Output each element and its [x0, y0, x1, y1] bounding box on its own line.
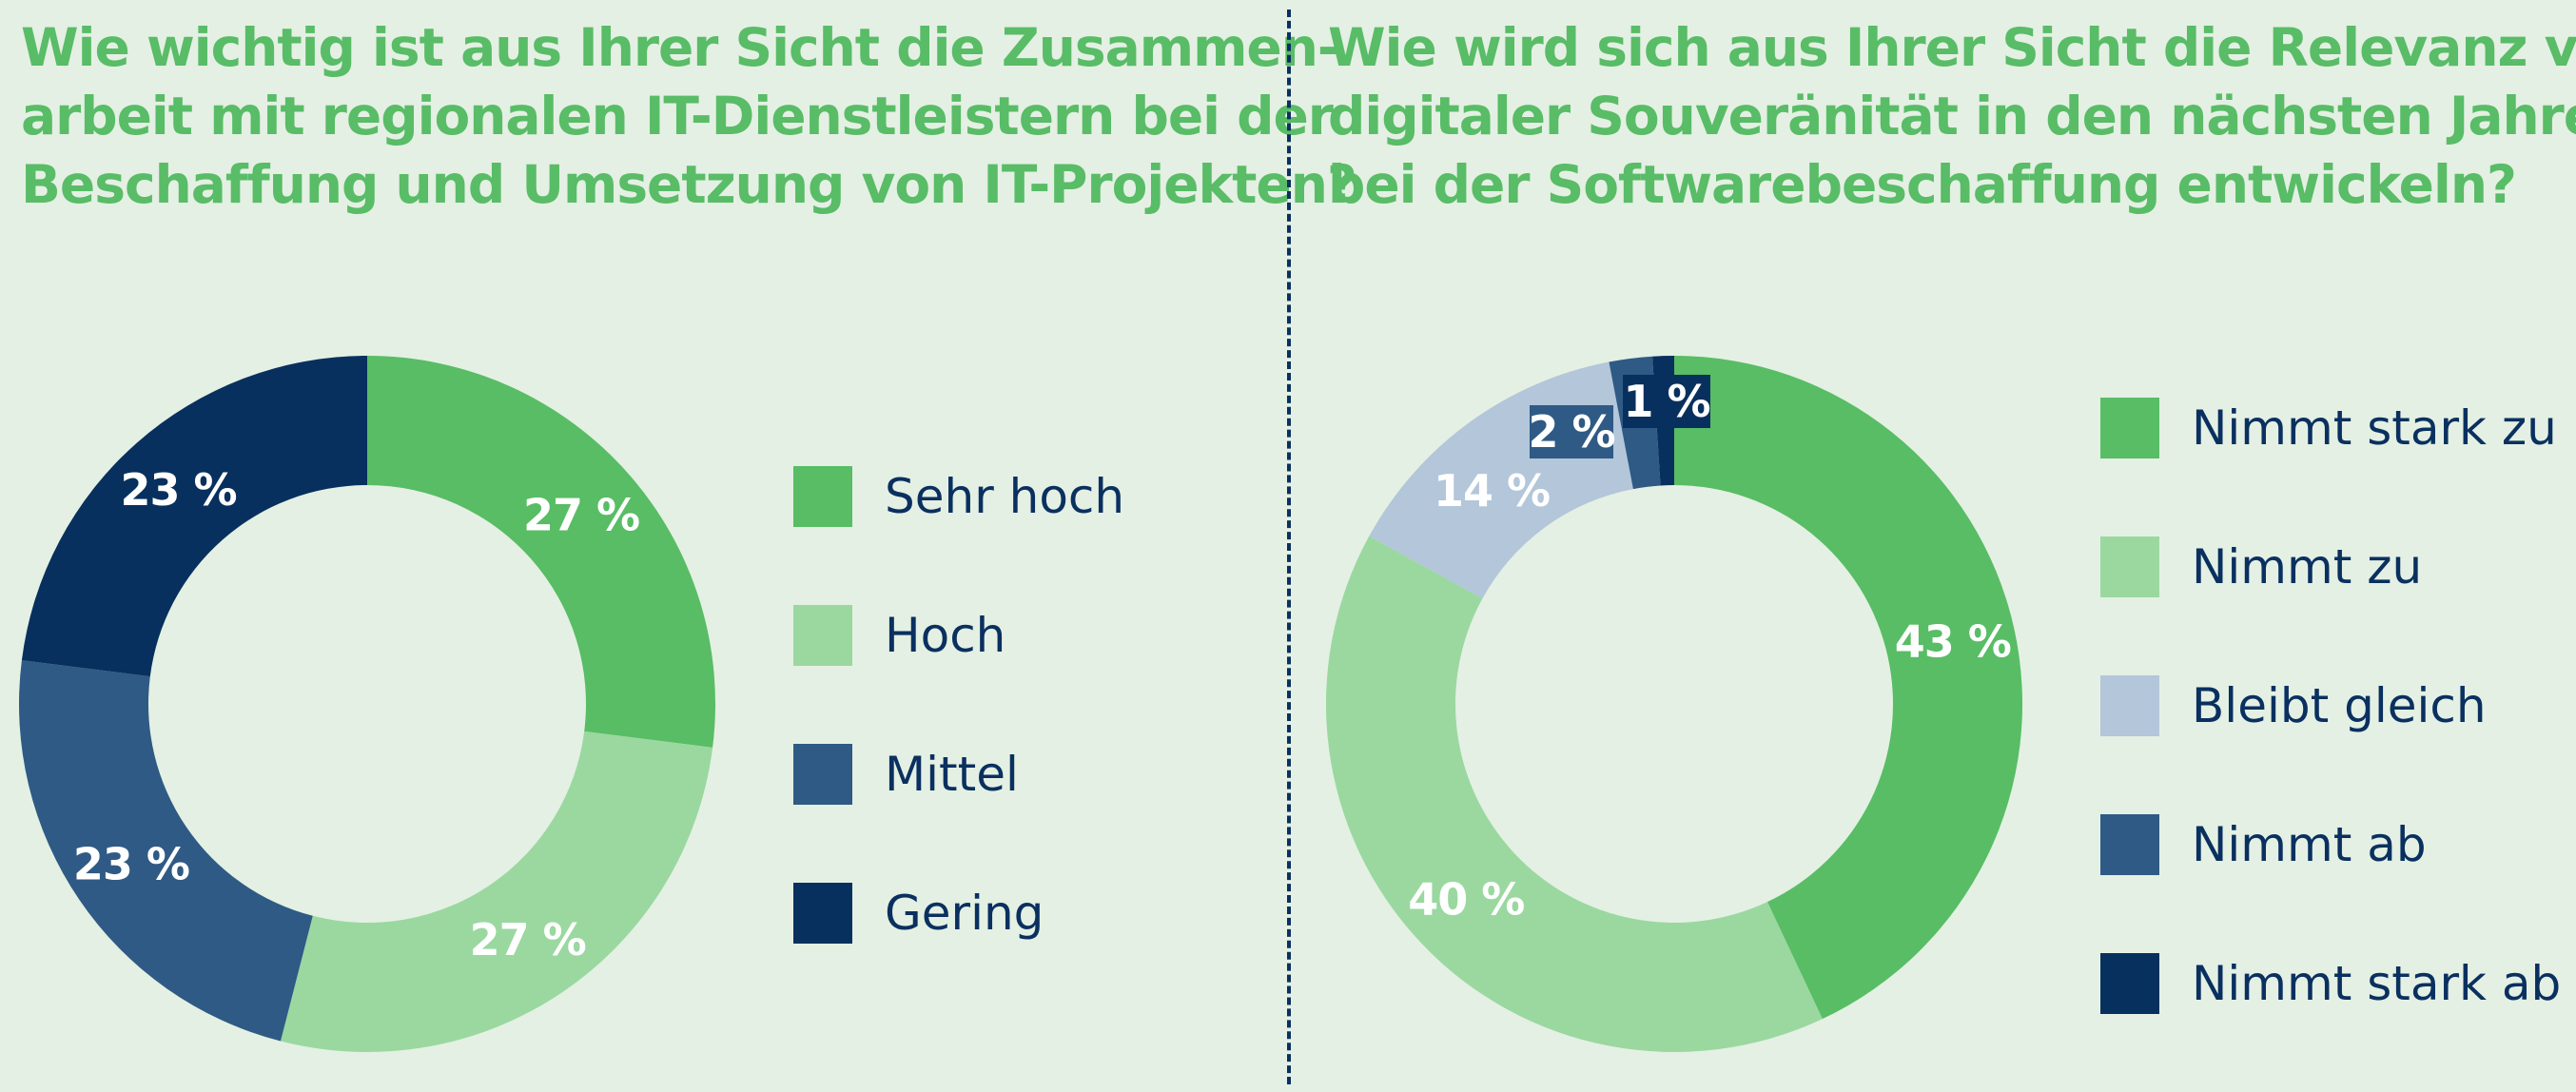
data-label: 14 % [1434, 465, 1550, 517]
donut-chart-right: 43 % 40 % 14 % 2 %1 % [1326, 356, 2022, 1052]
donut-slice [1326, 536, 1823, 1052]
legend-label: Nimmt stark ab [2192, 956, 2562, 1011]
legend-label: Nimmt ab [2192, 817, 2427, 872]
legend-swatch [2100, 814, 2159, 875]
chart-panel-right: Wie wird sich aus Ihrer Sicht die Releva… [1290, 0, 2576, 1090]
data-label: 40 % [1408, 873, 1524, 925]
legend-label: Nimmt zu [2192, 539, 2423, 595]
legend-right: Nimmt stark zu Nimmt zu Bleibt gleich Ni… [2100, 398, 2561, 1092]
donut-slice [21, 356, 368, 677]
legend-item: Gering [793, 883, 1124, 944]
chart-title-line: digitaler Souveränität in den nächsten J… [1328, 86, 2576, 146]
legend-swatch [793, 744, 852, 805]
data-label-box [1623, 375, 1710, 428]
chart-title-line: Wie wird sich aus Ihrer Sicht die Releva… [1328, 17, 2576, 78]
legend-swatch [2100, 675, 2159, 736]
chart-title-line: arbeit mit regionalen IT-Dienstleistern … [21, 86, 1334, 146]
donut-slice [1674, 356, 2022, 1020]
legend-swatch [2100, 398, 2159, 458]
legend-swatch [793, 466, 852, 527]
data-label: 2 % [1528, 406, 1614, 458]
legend-left: Sehr hoch Hoch Mittel Gering [793, 466, 1124, 1022]
legend-label: Sehr hoch [885, 469, 1125, 524]
chart-title-right: Wie wird sich aus Ihrer Sicht die Releva… [1328, 13, 2576, 219]
legend-label: Hoch [885, 608, 1006, 663]
legend-swatch [793, 605, 852, 666]
legend-item: Sehr hoch [793, 466, 1124, 527]
data-label: 27 % [523, 490, 639, 541]
donut-slice [280, 731, 713, 1052]
legend-label: Gering [885, 886, 1044, 941]
legend-item: Nimmt stark ab [2100, 953, 2561, 1014]
chart-title-line: bei der Softwarebeschaffung entwickeln? [1328, 154, 2517, 215]
legend-swatch [2100, 953, 2159, 1014]
data-label: 23 % [121, 464, 237, 516]
legend-item: Nimmt stark zu [2100, 398, 2561, 458]
legend-swatch [793, 883, 852, 944]
data-label-box [1530, 405, 1613, 458]
data-label: 23 % [73, 839, 189, 890]
legend-item: Bleibt gleich [2100, 675, 2561, 736]
legend-label: Bleibt gleich [2192, 678, 2487, 733]
data-label: 27 % [470, 914, 586, 965]
chart-panel-left: Wie wichtig ist aus Ihrer Sicht die Zusa… [0, 0, 1357, 1090]
donut-slice [19, 660, 313, 1042]
data-label: 1 % [1623, 376, 1709, 427]
legend-item: Nimmt ab [2100, 814, 2561, 875]
legend-item: Mittel [793, 744, 1124, 805]
legend-label: Mittel [885, 747, 1019, 802]
legend-swatch [2100, 536, 2159, 597]
legend-item: Nimmt zu [2100, 536, 2561, 597]
chart-title-left: Wie wichtig ist aus Ihrer Sicht die Zusa… [21, 13, 1357, 219]
legend-item: Hoch [793, 605, 1124, 666]
donut-slice [367, 356, 715, 748]
legend-label: Nimmt stark zu [2192, 400, 2557, 456]
data-label: 43 % [1895, 616, 2011, 668]
donut-chart-left: 27 % 27 % 23 % 23 % [19, 356, 715, 1052]
panel-divider [1287, 10, 1291, 1084]
chart-title-line: Wie wichtig ist aus Ihrer Sicht die Zusa… [21, 17, 1339, 78]
chart-title-line: Beschaffung und Umsetzung von IT-Projekt… [21, 154, 1357, 215]
